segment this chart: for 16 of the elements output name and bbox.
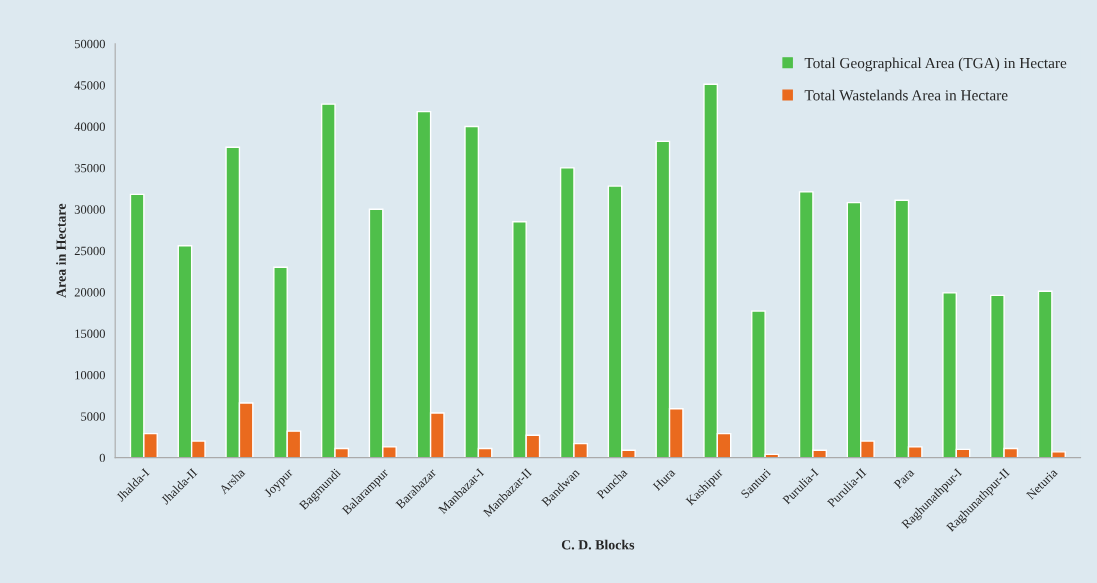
legend-label: Total Wastelands Area in Hectare <box>804 89 1008 101</box>
y-tick-label: 40000 <box>74 122 105 131</box>
y-tick-label: 50000 <box>74 39 105 49</box>
y-tick-label: 15000 <box>75 329 105 338</box>
x-tick-label: Hura <box>652 467 676 492</box>
y-tick-label: 20000 <box>74 288 105 297</box>
y-tick-label: 45000 <box>74 81 105 90</box>
y-tick-label: 5000 <box>81 412 105 421</box>
y-tick-label: 30000 <box>74 205 105 214</box>
y-tick-label: 35000 <box>74 163 105 173</box>
y-tick-label: 25000 <box>74 246 105 256</box>
y-tick-label: 0 <box>99 453 105 463</box>
x-axis-title: C. D. Blocks <box>561 539 635 550</box>
y-axis-title: Area in Hectare <box>56 203 66 298</box>
y-tick-label: 10000 <box>75 370 105 380</box>
legend-label: Total Geographical Area (TGA) in Hectare <box>804 57 1067 72</box>
